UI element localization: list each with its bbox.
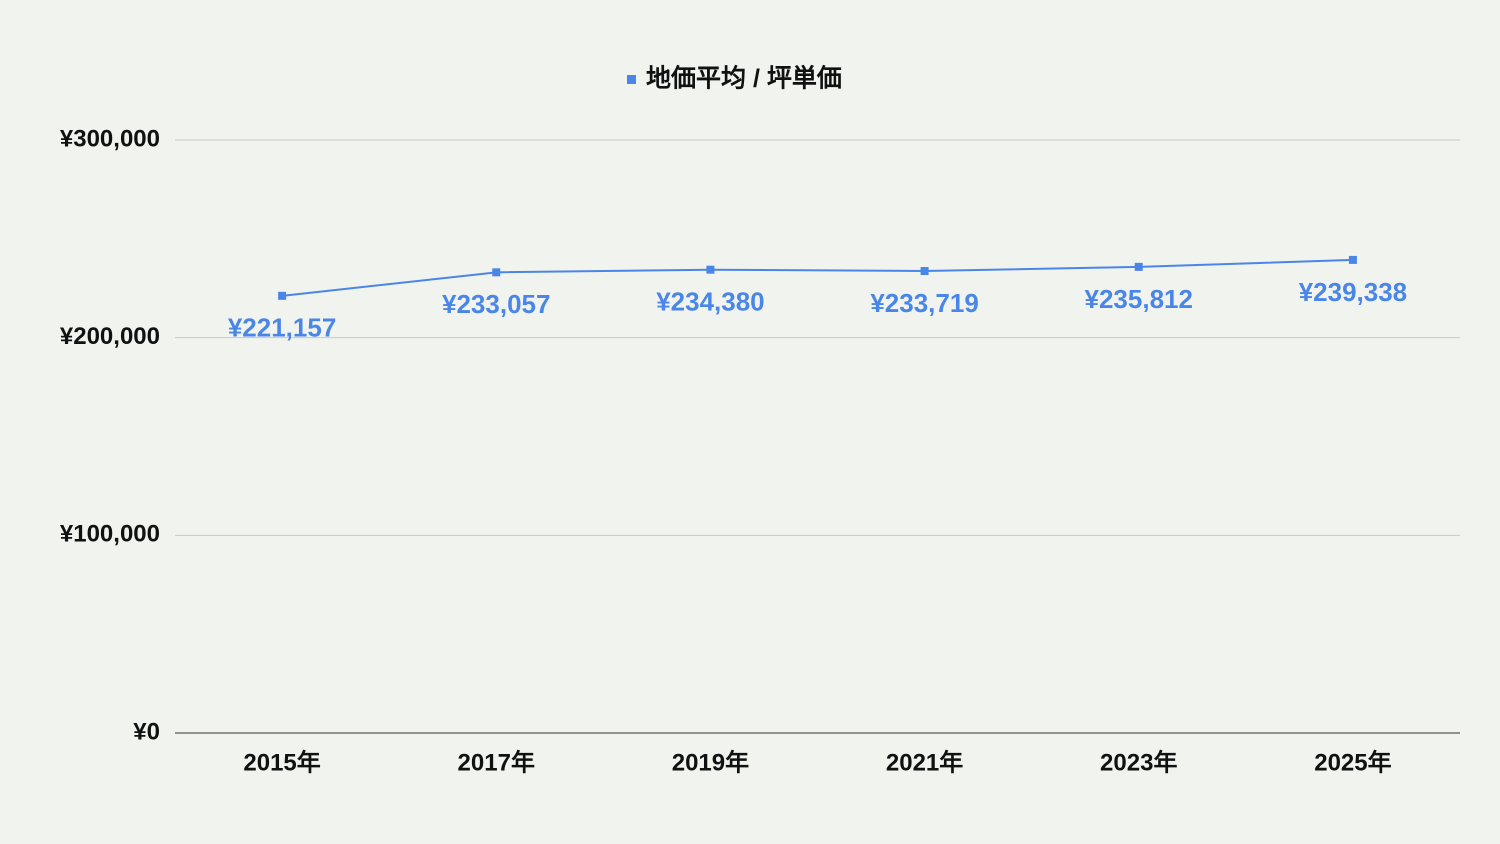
data-label: ¥221,157 — [228, 313, 336, 343]
line — [281, 258, 1353, 297]
x-tick-label: 2023年 — [1100, 748, 1177, 776]
x-tick-label: 2015年 — [243, 748, 320, 776]
x-tick-label: 2025年 — [1314, 748, 1391, 776]
y-tick-label: ¥200,000 — [60, 323, 160, 350]
x-tick-label: 2019年 — [672, 748, 749, 776]
data-label: ¥233,719 — [870, 288, 978, 318]
data-label: ¥239,338 — [1299, 277, 1407, 307]
x-tick-label: 2017年 — [458, 748, 535, 776]
point — [1134, 262, 1143, 271]
legend-item: 地価平均 / 坪単価 — [627, 64, 842, 93]
point — [278, 291, 287, 300]
point — [1348, 255, 1357, 264]
y-tick-label: ¥300,000 — [60, 125, 160, 152]
x-tick-label: 2021年 — [886, 748, 963, 776]
point — [706, 265, 715, 274]
y-tick-label: ¥0 — [133, 718, 160, 745]
data-label: ¥234,380 — [656, 287, 764, 317]
data-label: ¥235,812 — [1085, 284, 1193, 314]
legend-label: 地価平均 / 坪単価 — [646, 64, 842, 93]
point — [492, 268, 501, 277]
point — [920, 267, 929, 276]
y-tick-label: ¥100,000 — [60, 521, 160, 548]
data-label: ¥233,057 — [442, 289, 550, 319]
legend-marker — [627, 75, 636, 84]
